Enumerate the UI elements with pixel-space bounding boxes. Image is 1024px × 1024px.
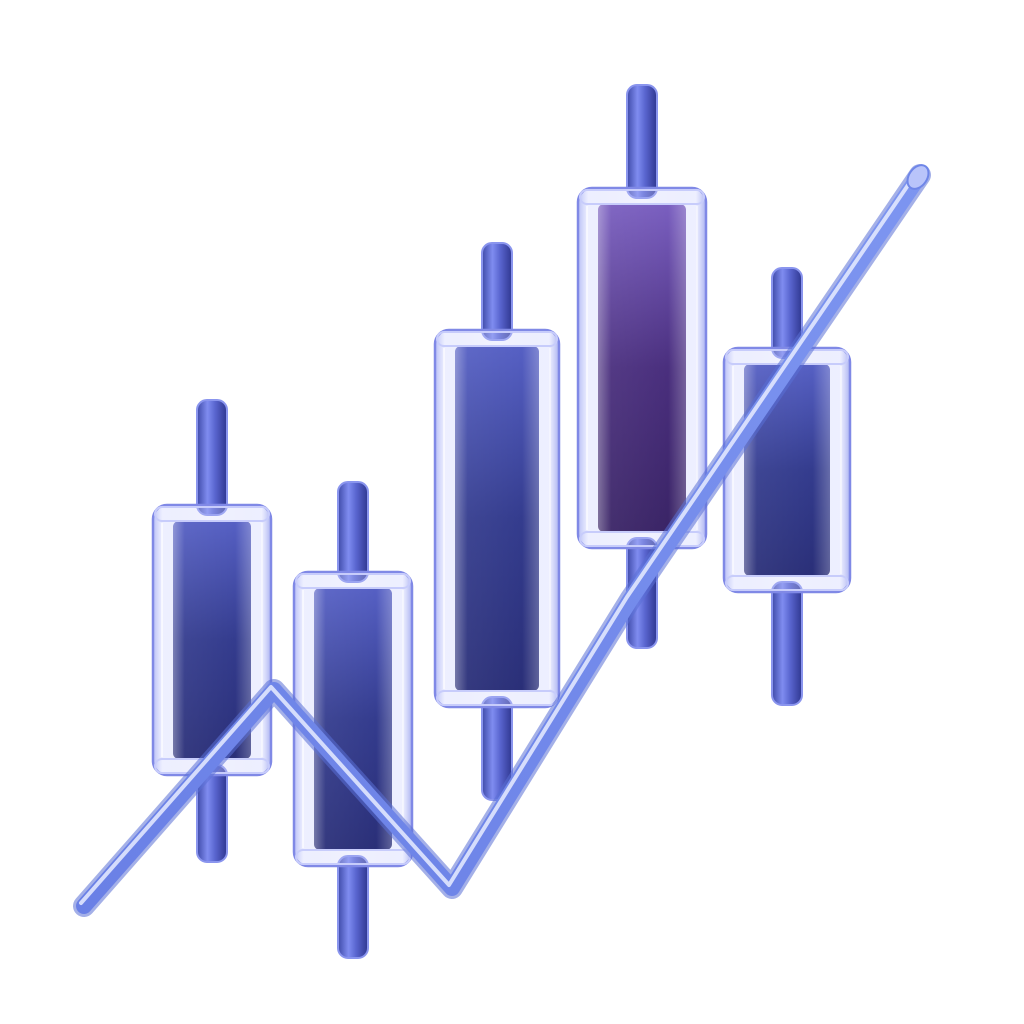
- candle-upper-wick: [196, 399, 228, 516]
- candle-top-rim: [436, 331, 558, 347]
- candle-lower-wick: [771, 581, 803, 706]
- candle-lower-wick: [337, 855, 369, 959]
- candle-bottom-rim: [725, 575, 849, 591]
- candle-body-sheen: [598, 204, 686, 532]
- candle-body-sheen: [173, 521, 251, 759]
- candle-bottom-rim: [579, 531, 705, 547]
- candlestick: [722, 267, 852, 706]
- candlestick: [292, 481, 414, 959]
- trend-line: [76, 167, 928, 914]
- candle-upper-wick: [481, 242, 513, 341]
- candlestick: [576, 84, 708, 649]
- candle-upper-wick: [626, 84, 658, 199]
- candle-body-sheen: [455, 346, 539, 691]
- candle-top-rim: [295, 573, 411, 589]
- candlestick: [433, 242, 561, 801]
- candlestick: [151, 399, 273, 863]
- trend-line-group: [73, 164, 931, 917]
- candle-top-rim: [579, 189, 705, 205]
- candle-top-rim: [154, 506, 270, 522]
- trend-line-highlight: [79, 170, 919, 905]
- candle-upper-wick: [337, 481, 369, 583]
- trend-line-end-cap: [906, 164, 930, 190]
